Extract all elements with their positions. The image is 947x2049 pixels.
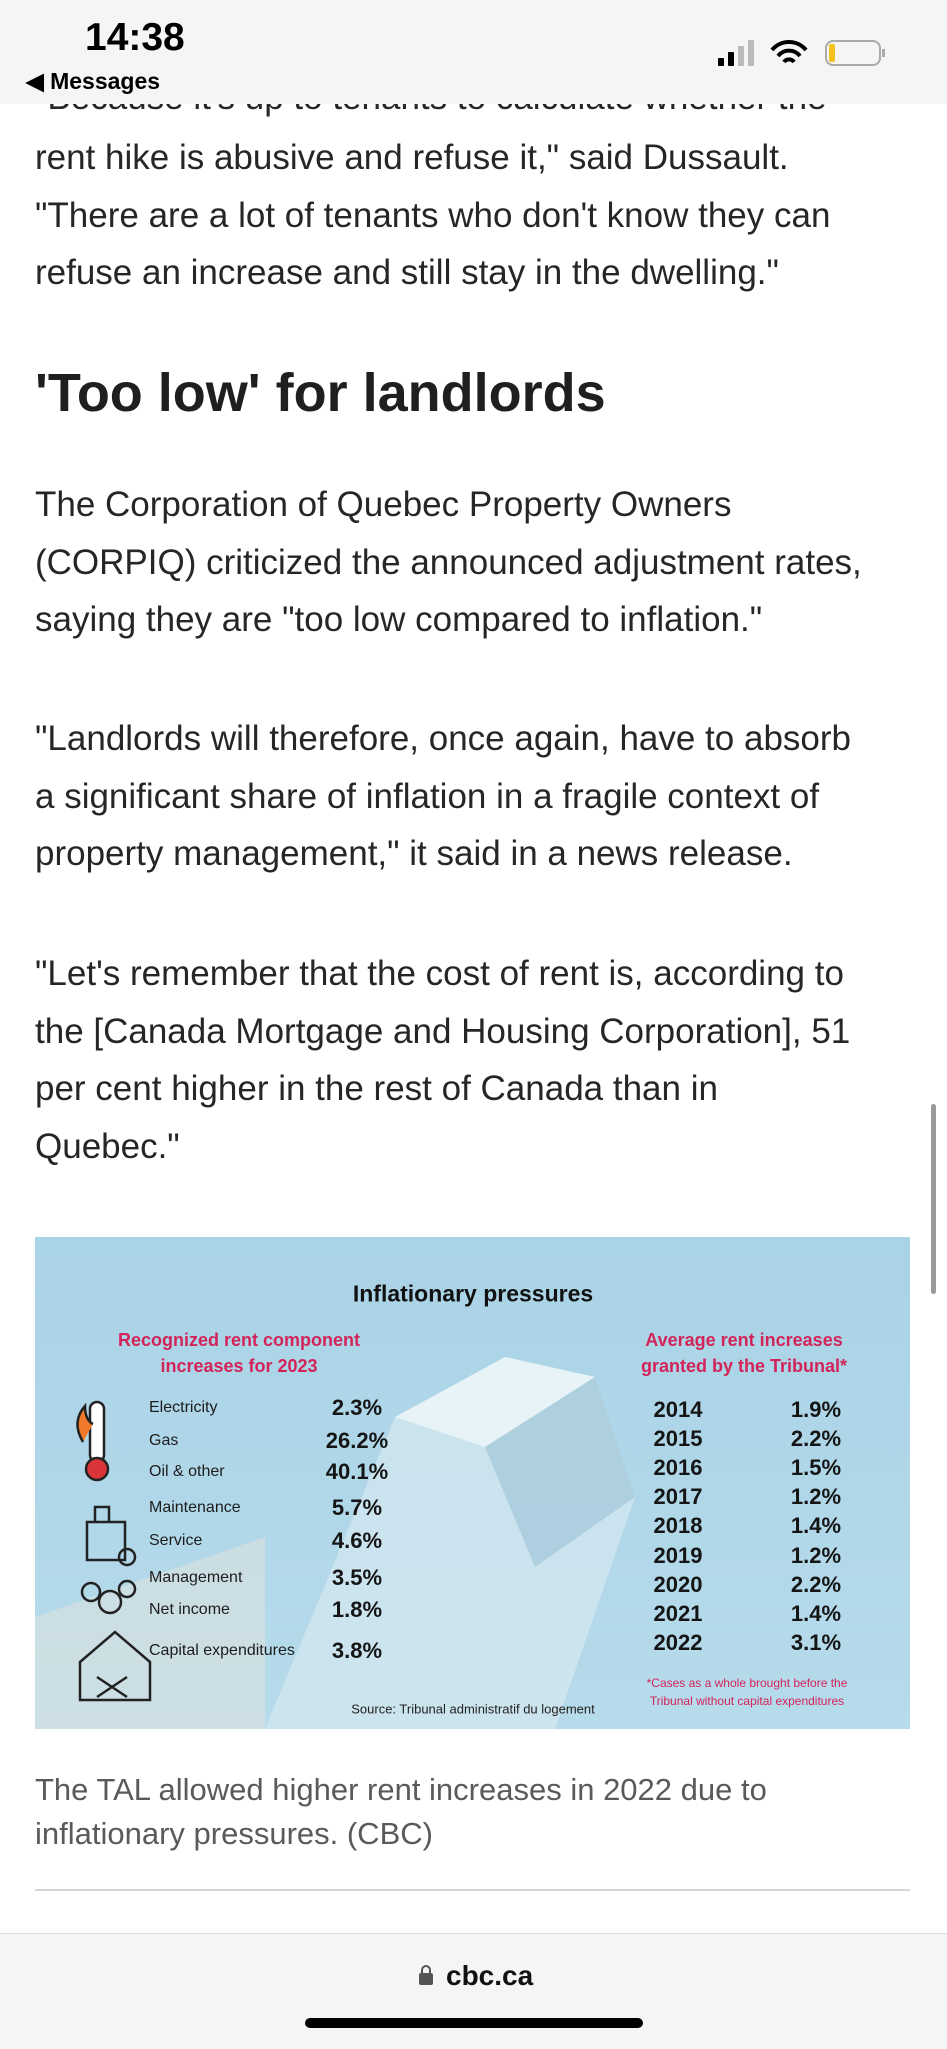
left-heading: Recognized rent component increases for 2… <box>118 1327 360 1379</box>
year: 2016 <box>653 1455 703 1481</box>
component-value: 3.5% <box>331 1565 383 1590</box>
lock-icon <box>419 1965 433 1985</box>
right-heading: Average rent increases granted by the Tri… <box>641 1327 847 1379</box>
article-line: saying they are "too low compared to inf… <box>35 600 763 640</box>
footnote-line: *Cases as a whole brought before the <box>646 1676 848 1690</box>
component-value: 26.2% <box>325 1428 389 1453</box>
component-label: Net income <box>149 1601 230 1618</box>
component-label: Maintenance <box>149 1499 241 1516</box>
section-heading: 'Too low' for landlords <box>35 363 606 423</box>
year: 2019 <box>653 1542 703 1568</box>
article-line: "Let's remember that the cost of rent is… <box>35 954 844 993</box>
year: 2015 <box>653 1426 703 1452</box>
article-line: "There are a lot of tenants who don't kn… <box>35 195 831 235</box>
divider <box>35 1889 910 1891</box>
year-value: 2.2% <box>790 1571 842 1597</box>
browser-bar: cbc.ca <box>0 1933 947 2049</box>
right-heading-line: Average rent increases <box>645 1330 843 1350</box>
component-value: 2.3% <box>331 1395 383 1420</box>
year-value: 1.4% <box>790 1600 842 1626</box>
year-value: 2.2% <box>790 1426 842 1452</box>
year: 2021 <box>653 1600 703 1626</box>
component-label: Capital expenditures <box>149 1642 295 1659</box>
status-bar: 14:38 ◀ Messages <box>0 0 947 104</box>
article-line: a significant share of inflation in a fr… <box>35 776 820 816</box>
year-value: 3.1% <box>790 1629 842 1655</box>
component-label: Electricity <box>149 1399 218 1416</box>
year-value: 1.5% <box>790 1455 842 1481</box>
article-line: "Landlords will therefore, once again, h… <box>35 719 851 758</box>
source: Source: Tribunal administratif du logeme… <box>351 1701 595 1717</box>
footnote-line: Tribunal without capital expenditures <box>649 1694 845 1708</box>
component-value: 40.1% <box>325 1459 389 1484</box>
year: 2018 <box>653 1513 703 1539</box>
component-label: Gas <box>149 1432 179 1449</box>
caption-line: inflationary pressures. (CBC) <box>35 1816 433 1851</box>
left-heading-line: increases for 2023 <box>160 1356 318 1376</box>
clock: 14:38 <box>85 16 185 59</box>
right-heading-line: granted by the Tribunal* <box>640 1356 848 1376</box>
article-line: (CORPIQ) criticized the announced adjust… <box>35 542 862 582</box>
url[interactable]: cbc.ca <box>446 1960 534 1991</box>
year: 2014 <box>653 1397 703 1422</box>
caption-line: The TAL allowed higher rent increases in… <box>35 1772 767 1807</box>
year-value: 1.2% <box>790 1484 842 1510</box>
infographic-title: Inflationary pressures <box>352 1280 594 1307</box>
scrollbar <box>931 1104 936 1294</box>
article-line: property management," it said in a news … <box>35 834 793 874</box>
home-indicator <box>305 2018 643 2028</box>
year: 2022 <box>653 1629 703 1655</box>
status-icons <box>718 39 885 66</box>
component-label: Service <box>149 1532 203 1549</box>
year-value: 1.4% <box>790 1513 842 1539</box>
year-value: 1.9% <box>790 1397 842 1422</box>
left-heading-line: Recognized rent component <box>117 1330 361 1350</box>
year-value: 1.2% <box>790 1542 842 1568</box>
article-line: the [Canada Mortgage and Housing Corpora… <box>35 1011 851 1051</box>
component-value: 4.6% <box>331 1528 383 1553</box>
component-value: 3.8% <box>331 1638 383 1663</box>
footnote: *Cases as a whole brought before the Trib… <box>647 1674 848 1710</box>
infographic-background <box>35 1357 635 1729</box>
article-line: rent hike is abusive and refuse it," sai… <box>35 138 789 177</box>
article-line: per cent higher in the rest of Canada th… <box>35 1069 718 1109</box>
year: 2020 <box>653 1571 703 1597</box>
article-line: The Corporation of Quebec Property Owner… <box>35 485 732 524</box>
year: 2017 <box>653 1484 703 1510</box>
infographic: Inflationary pressures Recognized rent c… <box>35 1237 910 1729</box>
article-line: Quebec." <box>35 1127 180 1167</box>
back-link[interactable]: ◀ Messages <box>26 68 161 94</box>
component-label: Oil & other <box>149 1463 225 1480</box>
component-label: Management <box>149 1569 243 1586</box>
article-line: refuse an increase and still stay in the… <box>35 253 779 293</box>
caption: The TAL allowed higher rent increases in… <box>35 1768 767 1856</box>
component-value: 5.7% <box>331 1495 383 1520</box>
component-value: 1.8% <box>331 1597 383 1622</box>
